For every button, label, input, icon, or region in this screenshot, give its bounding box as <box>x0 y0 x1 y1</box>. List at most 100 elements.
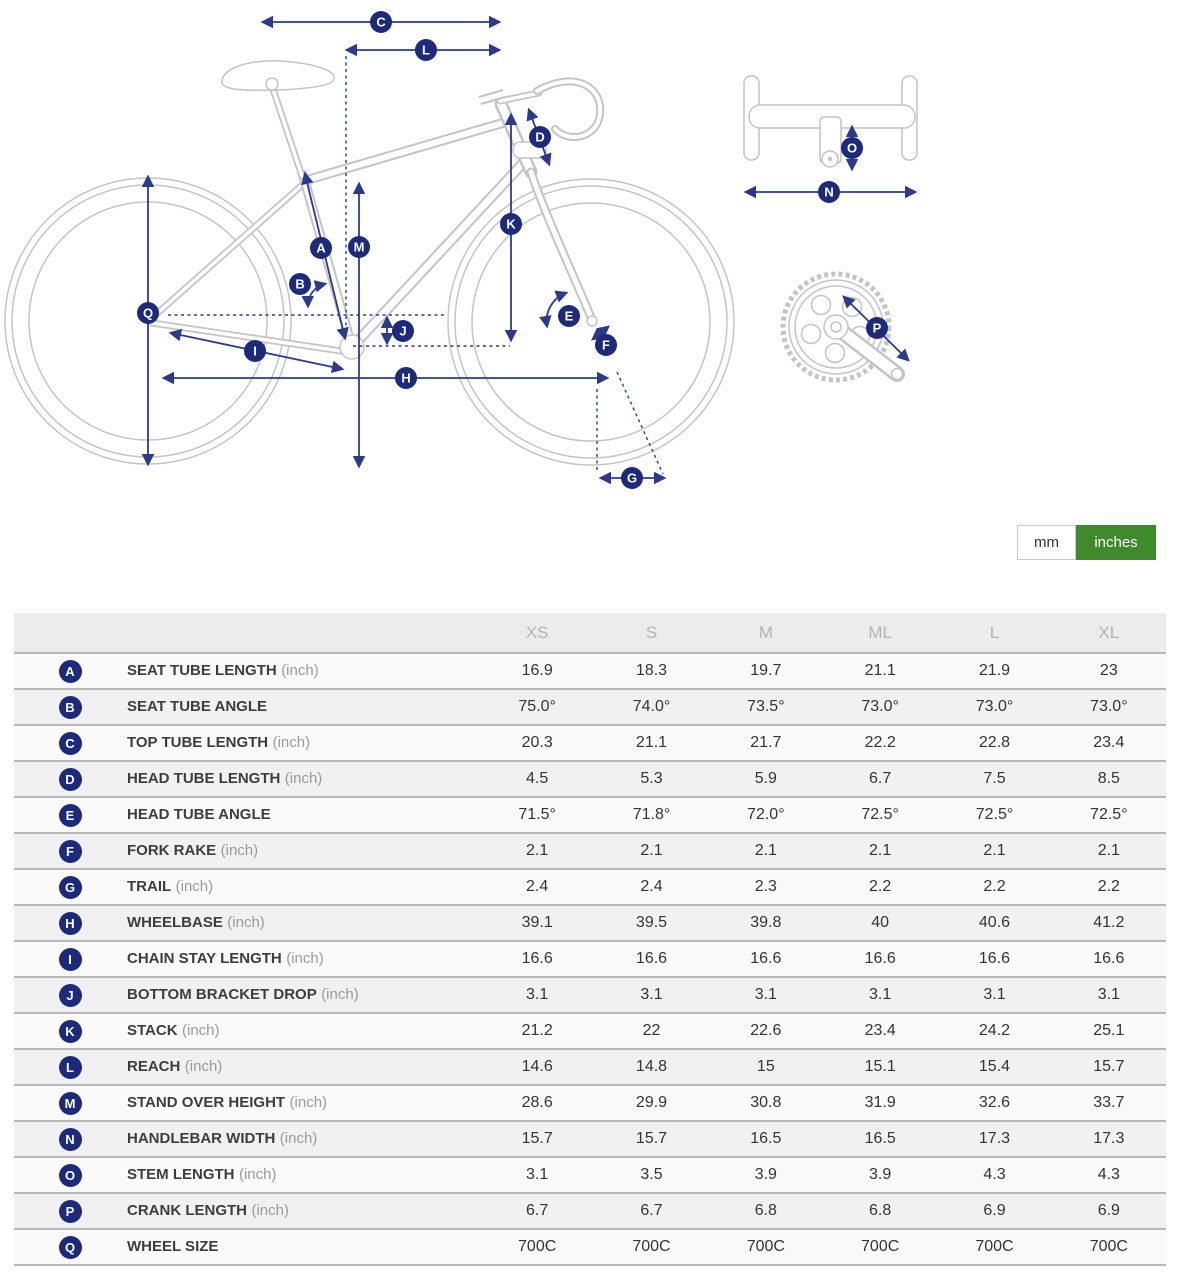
row-unit: (inch) <box>182 1022 220 1039</box>
cell-value-ml: 700C <box>822 1229 938 1265</box>
cell-value-m: 22.6 <box>708 1013 823 1049</box>
row-letter-badge: P <box>58 1199 82 1223</box>
row-label: SEAT TUBE ANGLE <box>127 698 268 715</box>
svg-text:G: G <box>627 471 637 486</box>
table-row: E HEAD TUBE ANGLE 71.5° 71.8° 72.0° 72.5… <box>14 797 1166 833</box>
cell-value-m: 19.7 <box>708 653 823 689</box>
cell-value-s: 39.5 <box>594 905 709 941</box>
header-spacer-badge <box>14 613 126 653</box>
cell-value-m: 2.3 <box>708 869 823 905</box>
cell-value-m: 39.8 <box>708 905 823 941</box>
table-row: O STEM LENGTH (inch) 3.1 3.5 3.9 3.9 4.3… <box>14 1157 1166 1193</box>
table-row: D HEAD TUBE LENGTH (inch) 4.5 5.3 5.9 6.… <box>14 761 1166 797</box>
cell-value-l: 2.2 <box>937 869 1052 905</box>
cell-value-l: 72.5° <box>937 797 1052 833</box>
cell-value-xs: 14.6 <box>480 1049 595 1085</box>
cell-value-xl: 8.5 <box>1051 761 1166 797</box>
svg-text:M: M <box>354 240 365 255</box>
diagram-label-a: A <box>310 237 332 259</box>
cell-value-xl: 25.1 <box>1051 1013 1166 1049</box>
cell-value-l: 22.8 <box>937 725 1052 761</box>
diagram-label-e: E <box>558 305 580 327</box>
svg-text:D: D <box>535 130 544 145</box>
row-label: HEAD TUBE LENGTH <box>127 770 281 787</box>
diagram-label-l: L <box>415 39 437 61</box>
reference-lines <box>168 56 664 475</box>
svg-text:J: J <box>399 324 406 339</box>
cell-value-l: 7.5 <box>937 761 1052 797</box>
cell-value-l: 6.9 <box>937 1193 1052 1229</box>
row-letter-badge: A <box>58 659 82 683</box>
cell-value-s: 2.4 <box>594 869 709 905</box>
row-unit: (inch) <box>272 734 311 751</box>
cell-value-m: 16.6 <box>708 941 823 977</box>
cell-value-l: 16.6 <box>937 941 1052 977</box>
row-letter-badge: G <box>58 875 82 899</box>
handlebar-top-view <box>743 75 918 168</box>
svg-text:E: E <box>565 309 574 324</box>
diagram-label-p: P <box>866 317 888 339</box>
svg-text:Q: Q <box>143 306 153 321</box>
size-header-row: XS S M ML L XL <box>14 613 1166 653</box>
cell-value-l: 17.3 <box>937 1121 1052 1157</box>
diagram-label-c: C <box>370 11 392 33</box>
cell-value-s: 29.9 <box>594 1085 709 1121</box>
cell-value-ml: 6.7 <box>822 761 938 797</box>
cell-value-m: 30.8 <box>708 1085 823 1121</box>
units-toggle-row: mm inches <box>0 525 1180 560</box>
cell-value-xl: 2.1 <box>1051 833 1166 869</box>
cell-value-ml: 2.1 <box>822 833 938 869</box>
cell-value-m: 3.9 <box>708 1157 823 1193</box>
cell-value-s: 74.0° <box>594 689 709 725</box>
cell-value-xl: 72.5° <box>1051 797 1166 833</box>
cell-value-xs: 3.1 <box>480 977 595 1013</box>
row-letter-badge: D <box>58 767 82 791</box>
row-unit: (inch) <box>251 1202 289 1219</box>
row-letter-badge: C <box>58 731 82 755</box>
row-unit: (inch) <box>184 1058 223 1075</box>
cell-value-m: 15 <box>708 1049 823 1085</box>
row-unit: (inch) <box>289 1094 328 1111</box>
svg-text:H: H <box>401 371 410 386</box>
row-letter-badge: J <box>58 983 82 1007</box>
cell-value-xs: 39.1 <box>480 905 595 941</box>
cell-value-s: 5.3 <box>594 761 709 797</box>
cell-value-l: 3.1 <box>937 977 1052 1013</box>
table-row: G TRAIL (inch) 2.4 2.4 2.3 2.2 2.2 2.2 <box>14 869 1166 905</box>
geometry-table: XS S M ML L XL A SEAT TUBE LENGTH (inch)… <box>14 613 1166 1266</box>
diagram-label-j: J <box>392 320 414 342</box>
cell-value-l: 700C <box>937 1229 1052 1265</box>
cell-value-m: 73.5° <box>708 689 823 725</box>
table-row: F FORK RAKE (inch) 2.1 2.1 2.1 2.1 2.1 2… <box>14 833 1166 869</box>
cell-value-ml: 3.9 <box>822 1157 938 1193</box>
row-letter-badge: Q <box>58 1235 82 1259</box>
diagram-label-k: K <box>500 213 522 235</box>
row-label: STACK <box>127 1022 178 1039</box>
cell-value-ml: 72.5° <box>822 797 938 833</box>
diagram-label-q: Q <box>137 302 159 324</box>
cell-value-m: 5.9 <box>708 761 823 797</box>
units-inches-button[interactable]: inches <box>1076 525 1156 560</box>
row-label: HEAD TUBE ANGLE <box>127 806 271 823</box>
row-unit: (inch) <box>321 986 359 1003</box>
cell-value-xl: 15.7 <box>1051 1049 1166 1085</box>
cell-value-xs: 71.5° <box>480 797 595 833</box>
table-row: K STACK (inch) 21.2 22 22.6 23.4 24.2 25… <box>14 1013 1166 1049</box>
row-letter-badge: H <box>58 911 82 935</box>
cell-value-xs: 700C <box>480 1229 595 1265</box>
row-label: REACH <box>127 1058 181 1075</box>
row-label: TOP TUBE LENGTH <box>127 734 269 751</box>
cell-value-ml: 16.5 <box>822 1121 938 1157</box>
diagram-label-f: F <box>595 334 617 356</box>
units-mm-button[interactable]: mm <box>1017 525 1076 560</box>
table-row: B SEAT TUBE ANGLE 75.0° 74.0° 73.5° 73.0… <box>14 689 1166 725</box>
bike-geometry-diagram: A B C D E F G H I J K L M N O P Q <box>4 11 918 489</box>
cell-value-xs: 16.6 <box>480 941 595 977</box>
cell-value-xl: 700C <box>1051 1229 1166 1265</box>
cell-value-s: 22 <box>594 1013 709 1049</box>
svg-text:K: K <box>506 217 516 232</box>
table-row: N HANDLEBAR WIDTH (inch) 15.7 15.7 16.5 … <box>14 1121 1166 1157</box>
cell-value-ml: 2.2 <box>822 869 938 905</box>
saddle <box>221 60 336 92</box>
svg-text:L: L <box>422 43 430 58</box>
